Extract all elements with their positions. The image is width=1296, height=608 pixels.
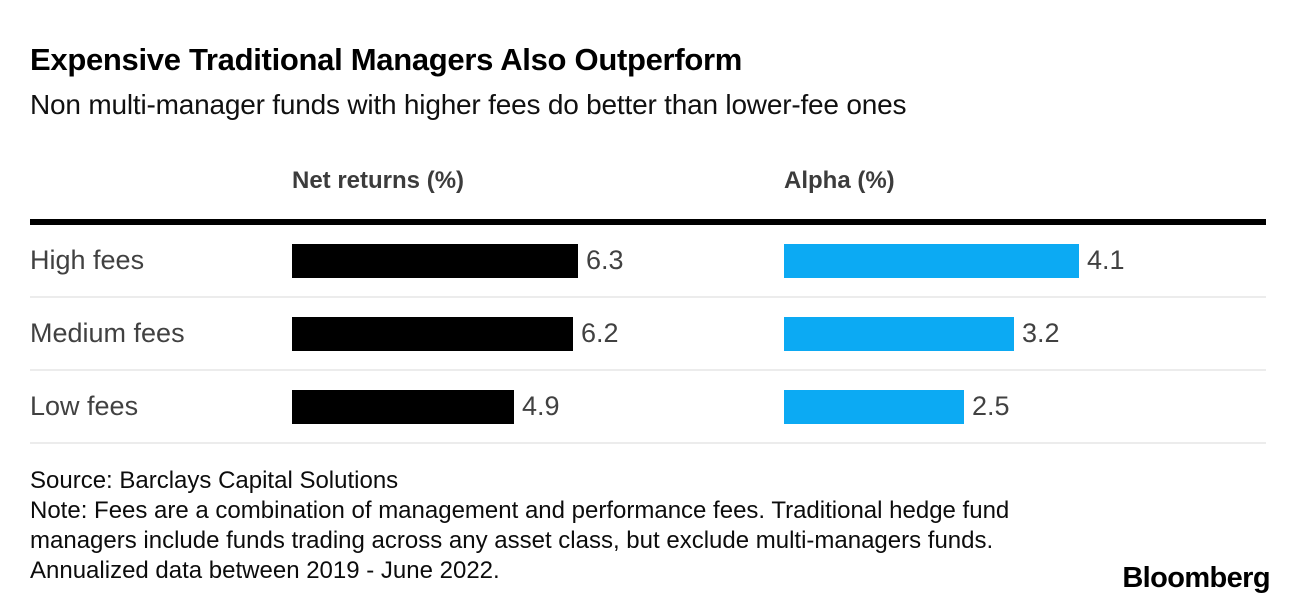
net-returns-value: 4.9 — [522, 391, 560, 421]
chart-row-medium-fees: Medium fees 6.2 3.2 — [30, 298, 1266, 371]
alpha-bar — [784, 389, 964, 424]
alpha-value: 2.5 — [972, 391, 1010, 421]
chart-title: Expensive Traditional Managers Also Outp… — [30, 42, 743, 77]
chart-footer: Source: Barclays Capital Solutions Note:… — [30, 466, 1266, 586]
chart-row-high-fees: High fees 6.3 4.1 — [30, 225, 1266, 298]
net-returns-cell: 4.9 — [292, 389, 784, 424]
source-text: Source: Barclays Capital Solutions — [30, 467, 399, 494]
net-returns-cell: 6.2 — [292, 316, 784, 351]
row-label: Low fees — [30, 391, 139, 421]
note-text: Note: Fees are a combination of manageme… — [30, 497, 1010, 584]
alpha-value: 3.2 — [1022, 318, 1060, 348]
alpha-bar — [784, 316, 1014, 351]
column-header-net-returns: Net returns (%) — [292, 167, 465, 194]
alpha-cell: 4.1 — [784, 243, 1266, 278]
column-header-row: Net returns (%) Alpha (%) — [30, 153, 1266, 225]
alpha-cell: 3.2 — [784, 316, 1266, 351]
net-returns-bar — [292, 316, 573, 351]
column-header-alpha: Alpha (%) — [784, 167, 895, 194]
net-returns-bar — [292, 389, 514, 424]
net-returns-bar — [292, 243, 578, 278]
row-label: Medium fees — [30, 318, 185, 348]
net-returns-value: 6.2 — [581, 318, 619, 348]
chart-subtitle: Non multi-manager funds with higher fees… — [30, 89, 907, 120]
alpha-cell: 2.5 — [784, 389, 1266, 424]
net-returns-value: 6.3 — [586, 245, 624, 275]
row-label: High fees — [30, 245, 145, 275]
chart-row-low-fees: Low fees 4.9 2.5 — [30, 371, 1266, 444]
alpha-bar — [784, 243, 1079, 278]
bloomberg-logo: Bloomberg — [1122, 562, 1270, 594]
net-returns-cell: 6.3 — [292, 243, 784, 278]
alpha-value: 4.1 — [1087, 245, 1125, 275]
bar-chart: Net returns (%) Alpha (%) High fees 6.3 … — [30, 153, 1266, 444]
